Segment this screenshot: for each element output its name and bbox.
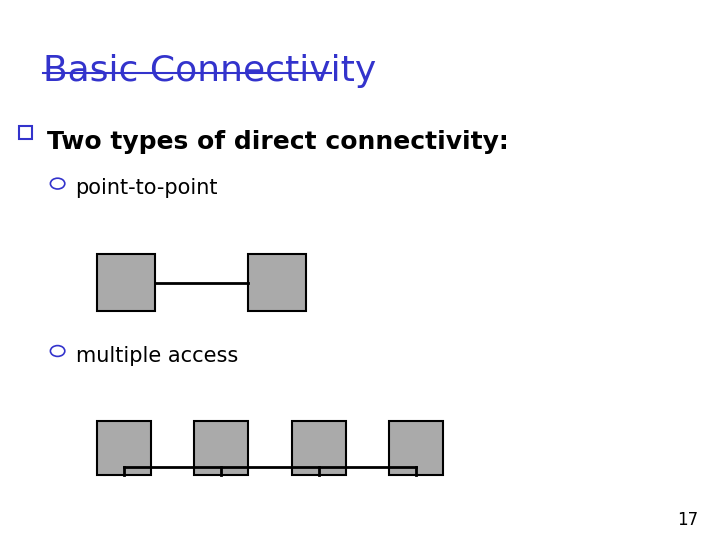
Bar [194,421,248,475]
Circle shape [50,346,65,356]
Bar [389,421,443,475]
Text: Two types of direct connectivity:: Two types of direct connectivity: [47,130,508,153]
Bar [97,254,155,312]
Circle shape [50,178,65,189]
Bar [292,421,346,475]
Bar [248,254,306,312]
Bar [19,126,32,139]
Text: 17: 17 [678,511,698,529]
Text: point-to-point: point-to-point [76,178,218,198]
Text: multiple access: multiple access [76,346,238,366]
Bar [97,421,151,475]
Text: Basic Connectivity: Basic Connectivity [43,54,377,88]
